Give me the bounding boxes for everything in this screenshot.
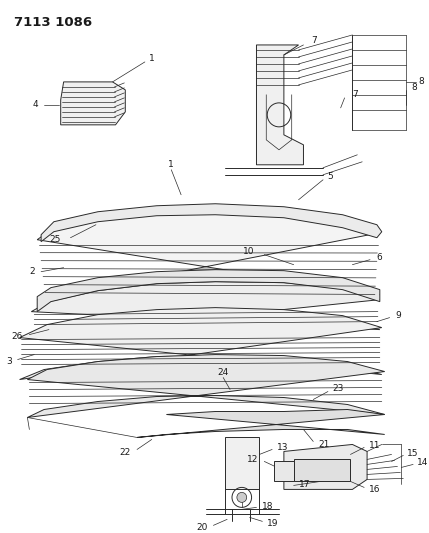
Polygon shape [257, 45, 303, 165]
Text: 8: 8 [418, 77, 424, 86]
Polygon shape [137, 409, 385, 438]
Text: 25: 25 [49, 235, 60, 244]
Text: 21: 21 [318, 440, 329, 449]
Text: 20: 20 [196, 523, 208, 532]
Text: 26: 26 [11, 332, 22, 341]
Text: 19: 19 [267, 519, 279, 528]
Text: 14: 14 [417, 458, 429, 467]
Text: 22: 22 [119, 448, 130, 457]
Polygon shape [31, 281, 380, 336]
Polygon shape [41, 204, 382, 241]
Polygon shape [37, 270, 380, 312]
Text: 11: 11 [369, 441, 381, 450]
Polygon shape [225, 438, 260, 489]
Text: 7: 7 [311, 36, 317, 45]
Polygon shape [20, 308, 382, 379]
Text: 3: 3 [6, 357, 12, 366]
Text: 15: 15 [407, 449, 419, 458]
Text: 24: 24 [218, 368, 229, 377]
Polygon shape [294, 459, 350, 481]
Polygon shape [60, 82, 125, 125]
Text: 2: 2 [30, 267, 35, 276]
Text: 5: 5 [327, 172, 333, 181]
Text: 4: 4 [33, 100, 38, 109]
Text: 10: 10 [243, 247, 254, 256]
Text: 9: 9 [396, 311, 401, 320]
Text: 1: 1 [169, 160, 174, 169]
Text: 7: 7 [352, 91, 358, 99]
Text: 18: 18 [263, 502, 274, 511]
Polygon shape [37, 210, 380, 300]
Text: 13: 13 [277, 443, 289, 452]
Text: 8: 8 [411, 83, 417, 92]
Polygon shape [284, 445, 367, 489]
Text: 1: 1 [149, 54, 154, 63]
Polygon shape [274, 462, 294, 481]
Text: 16: 16 [369, 485, 381, 494]
Polygon shape [27, 354, 385, 417]
Text: 6: 6 [376, 253, 382, 262]
Text: 17: 17 [299, 480, 310, 489]
Text: 12: 12 [247, 455, 258, 464]
Circle shape [237, 492, 247, 503]
Text: 7113 1086: 7113 1086 [14, 16, 92, 29]
Text: 23: 23 [333, 384, 344, 393]
